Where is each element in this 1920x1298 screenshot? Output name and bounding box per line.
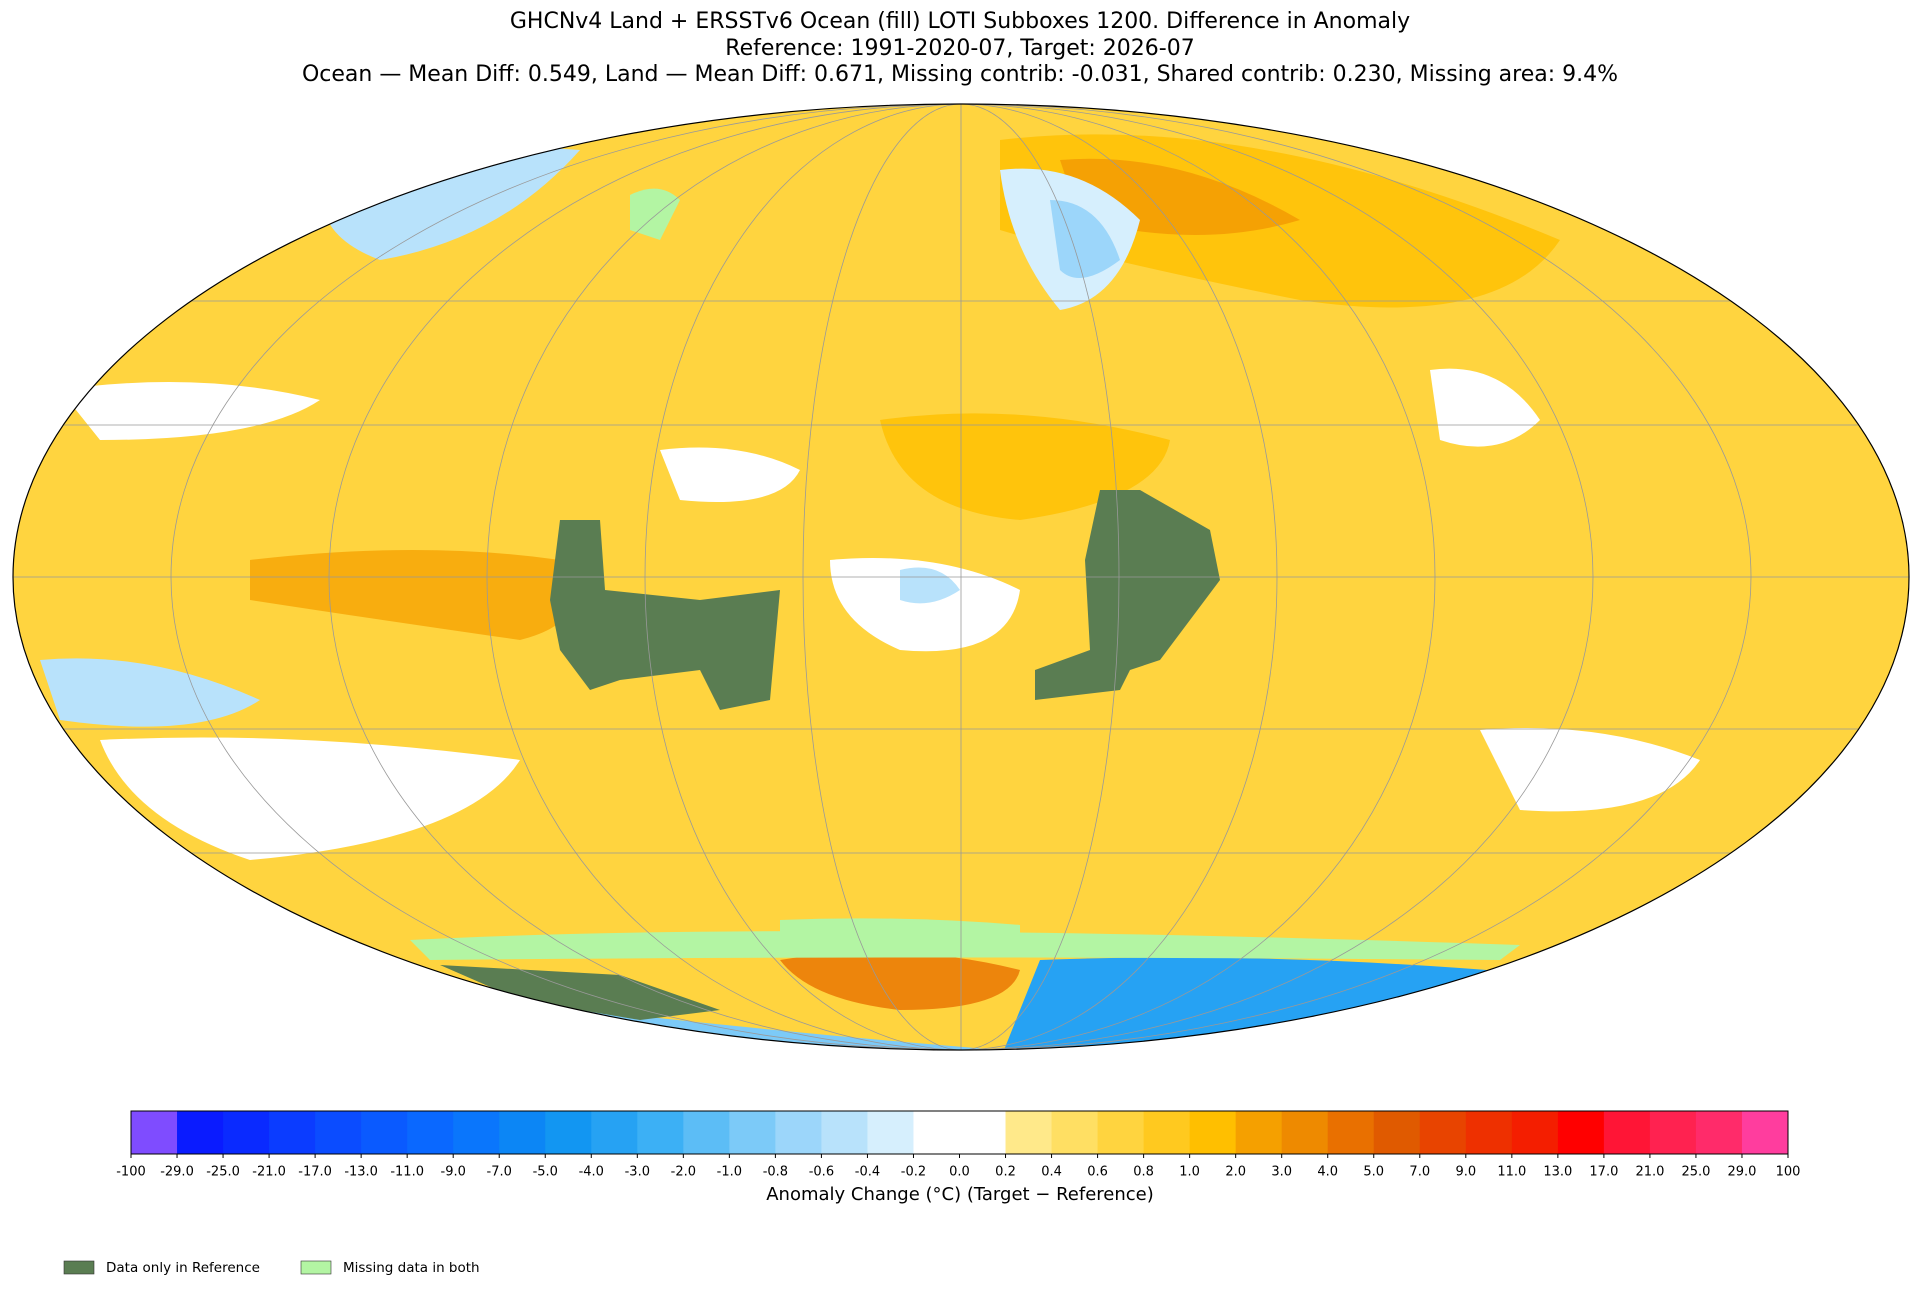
colorbar-tick-label: -9.0	[441, 1165, 466, 1180]
colorbar-segment	[269, 1111, 316, 1154]
legend-swatch	[300, 1260, 332, 1275]
map-outline	[12, 103, 1910, 1051]
colorbar-segment	[959, 1111, 1007, 1154]
title-line: GHCNv4 Land + ERSSTv6 Ocean (fill) LOTI …	[510, 9, 1410, 34]
colorbar-segment	[1189, 1111, 1237, 1154]
colorbar-segment	[177, 1111, 224, 1154]
colorbar-segment	[223, 1111, 270, 1154]
title-line: Ocean — Mean Diff: 0.549, Land — Mean Di…	[302, 62, 1618, 87]
colorbar-segment	[1465, 1111, 1513, 1154]
legend-label: Missing data in both	[343, 1260, 480, 1276]
colorbar-segment	[775, 1111, 822, 1154]
colorbar-tick-label: -2.0	[671, 1165, 696, 1180]
colorbar-segment	[867, 1111, 914, 1154]
legend-label: Data only in Reference	[106, 1260, 260, 1276]
colorbar: -100 -29.0 -25.0 -21.0 -17.0 -13.0 -11.0 -9.0 -7…	[116, 1111, 1800, 1180]
colorbar-segment	[407, 1111, 454, 1154]
colorbar-segment	[1005, 1111, 1053, 1154]
colorbar-segment	[729, 1111, 776, 1154]
colorbar-tick-label: -13.0	[344, 1165, 378, 1180]
colorbar-frame	[130, 1110, 1789, 1155]
colorbar-tick-label: 17.0	[1589, 1165, 1618, 1180]
colorbar-tick-label: -4.0	[579, 1165, 604, 1180]
colorbar-segment	[131, 1111, 178, 1154]
colorbar-tick-label: 0.2	[995, 1165, 1016, 1180]
colorbar-tick-label: 4.0	[1317, 1165, 1338, 1180]
colorbar-tick-label: -21.0	[252, 1165, 286, 1180]
colorbar-tick-label: -5.0	[533, 1165, 558, 1180]
legend-swatch	[63, 1260, 95, 1275]
colorbar-segment	[1281, 1111, 1329, 1154]
colorbar-tick-label: -100	[116, 1165, 146, 1180]
colorbar-tick-label: 5.0	[1363, 1165, 1384, 1180]
colorbar-tick-label: -7.0	[487, 1165, 512, 1180]
colorbar-tick-label: -29.0	[160, 1165, 194, 1180]
colorbar-segment	[361, 1111, 408, 1154]
colorbar-segment	[1051, 1111, 1099, 1154]
colorbar-tick-label: -1.0	[717, 1165, 742, 1180]
colorbar-tick-label: -11.0	[390, 1165, 424, 1180]
colorbar-segment	[1603, 1111, 1651, 1154]
colorbar-tick-label: 13.0	[1543, 1165, 1572, 1180]
colorbar-segment	[1373, 1111, 1421, 1154]
colorbar-segment	[1143, 1111, 1191, 1154]
colorbar-tick-label: 21.0	[1635, 1165, 1664, 1180]
colorbar-segment	[591, 1111, 638, 1154]
colorbar-tick-label: -0.8	[763, 1165, 788, 1180]
map	[13, 104, 1909, 1050]
colorbar-segment	[545, 1111, 592, 1154]
colorbar-segment	[1695, 1111, 1743, 1154]
colorbar-tick-label: 0.4	[1041, 1165, 1062, 1180]
colorbar-label: Anomaly Change (°C) (Target − Reference)	[766, 1184, 1154, 1205]
colorbar-tick-label: 2.0	[1225, 1165, 1246, 1180]
colorbar-segment	[1235, 1111, 1283, 1154]
colorbar-segment	[499, 1111, 546, 1154]
title-line: Reference: 1991-2020-07, Target: 2026-07	[725, 36, 1194, 61]
colorbar-segment	[1419, 1111, 1467, 1154]
colorbar-segment	[913, 1111, 960, 1154]
colorbar-tick-label: 1.0	[1179, 1165, 1200, 1180]
colorbar-segment	[315, 1111, 362, 1154]
colorbar-tick-label: -0.4	[855, 1165, 880, 1180]
colorbar-segment	[1327, 1111, 1375, 1154]
colorbar-segment	[1557, 1111, 1605, 1154]
colorbar-tick-label: -0.6	[809, 1165, 834, 1180]
colorbar-tick-label: 29.0	[1727, 1165, 1756, 1180]
colorbar-tick-label: 25.0	[1681, 1165, 1710, 1180]
colorbar-tick-label: 0.6	[1087, 1165, 1108, 1180]
colorbar-tick-label: 7.0	[1409, 1165, 1430, 1180]
colorbar-segment	[1097, 1111, 1145, 1154]
legend: Data only in Reference Missing data in bo…	[63, 1260, 480, 1276]
colorbar-tick-label: -0.2	[901, 1165, 926, 1180]
colorbar-tick-label: 9.0	[1455, 1165, 1476, 1180]
colorbar-tick-label: 0.0	[949, 1165, 970, 1180]
colorbar-tick-label: 11.0	[1497, 1165, 1526, 1180]
colorbar-tick-label: -17.0	[298, 1165, 332, 1180]
colorbar-segment	[821, 1111, 868, 1154]
colorbar-segment	[637, 1111, 684, 1154]
colorbar-tick-label: 3.0	[1271, 1165, 1292, 1180]
colorbar-segment	[453, 1111, 500, 1154]
colorbar-segment	[1511, 1111, 1559, 1154]
colorbar-segment	[683, 1111, 730, 1154]
colorbar-tick-label: -25.0	[206, 1165, 240, 1180]
colorbar-tick-label: -3.0	[625, 1165, 650, 1180]
colorbar-tick-label: 100	[1776, 1165, 1801, 1180]
colorbar-segment	[1741, 1111, 1789, 1154]
colorbar-tick-label: 0.8	[1133, 1165, 1154, 1180]
colorbar-segment	[1649, 1111, 1697, 1154]
